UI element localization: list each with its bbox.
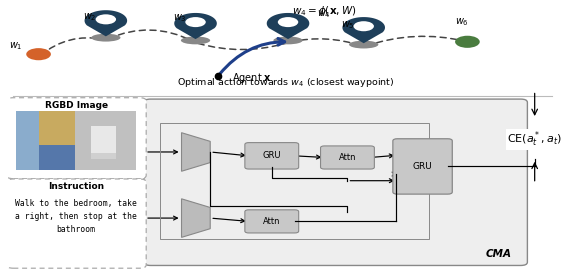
Text: $w_4$: $w_4$ [317,8,331,20]
Text: RGBD Image: RGBD Image [44,101,108,110]
Ellipse shape [91,34,120,42]
Bar [39,111,75,145]
FancyBboxPatch shape [7,179,146,268]
Text: $w_4 = \phi(\mathbf{x}, W)$: $w_4 = \phi(\mathbf{x}, W)$ [292,4,357,18]
Bar [39,145,75,170]
Text: Agent $\mathbf{x}$: Agent $\mathbf{x}$ [232,71,272,85]
Ellipse shape [274,36,303,44]
Circle shape [353,21,374,31]
Text: $w_3$: $w_3$ [173,12,187,24]
Ellipse shape [181,36,210,44]
Text: $w_1$: $w_1$ [9,40,23,52]
Circle shape [455,36,480,48]
Text: Attn: Attn [339,153,356,162]
Text: Walk to the bedroom, take
a right, then stop at the
bathroom: Walk to the bedroom, take a right, then … [15,199,137,234]
Ellipse shape [349,41,378,48]
Bar [16,111,75,170]
FancyBboxPatch shape [144,99,527,265]
Circle shape [26,48,51,60]
Text: Instruction: Instruction [48,182,104,191]
Circle shape [278,17,298,27]
Text: Attn: Attn [263,217,280,226]
Text: GRU: GRU [413,162,433,171]
Circle shape [185,17,206,27]
FancyBboxPatch shape [393,139,452,194]
Bar [75,111,136,170]
Polygon shape [181,199,210,237]
Bar [91,153,116,159]
Text: $\mathrm{CE}(a_t^*, a_t)$: $\mathrm{CE}(a_t^*, a_t)$ [507,130,562,149]
Polygon shape [84,10,127,36]
FancyBboxPatch shape [320,146,374,169]
Bar [16,111,39,170]
Text: $w_5$: $w_5$ [341,19,355,31]
Polygon shape [267,13,310,39]
Polygon shape [343,17,385,43]
Text: GRU: GRU [263,151,281,160]
Bar [91,126,116,153]
Polygon shape [181,133,210,171]
Text: CMA: CMA [485,249,511,259]
FancyBboxPatch shape [245,210,299,233]
FancyBboxPatch shape [7,98,146,179]
Text: $w_6$: $w_6$ [455,16,469,28]
Circle shape [96,14,116,24]
FancyBboxPatch shape [245,143,299,169]
Text: $w_2$: $w_2$ [83,11,97,23]
Polygon shape [174,13,217,39]
Text: Optimal action towards $w_4$ (closest waypoint): Optimal action towards $w_4$ (closest wa… [177,76,394,90]
